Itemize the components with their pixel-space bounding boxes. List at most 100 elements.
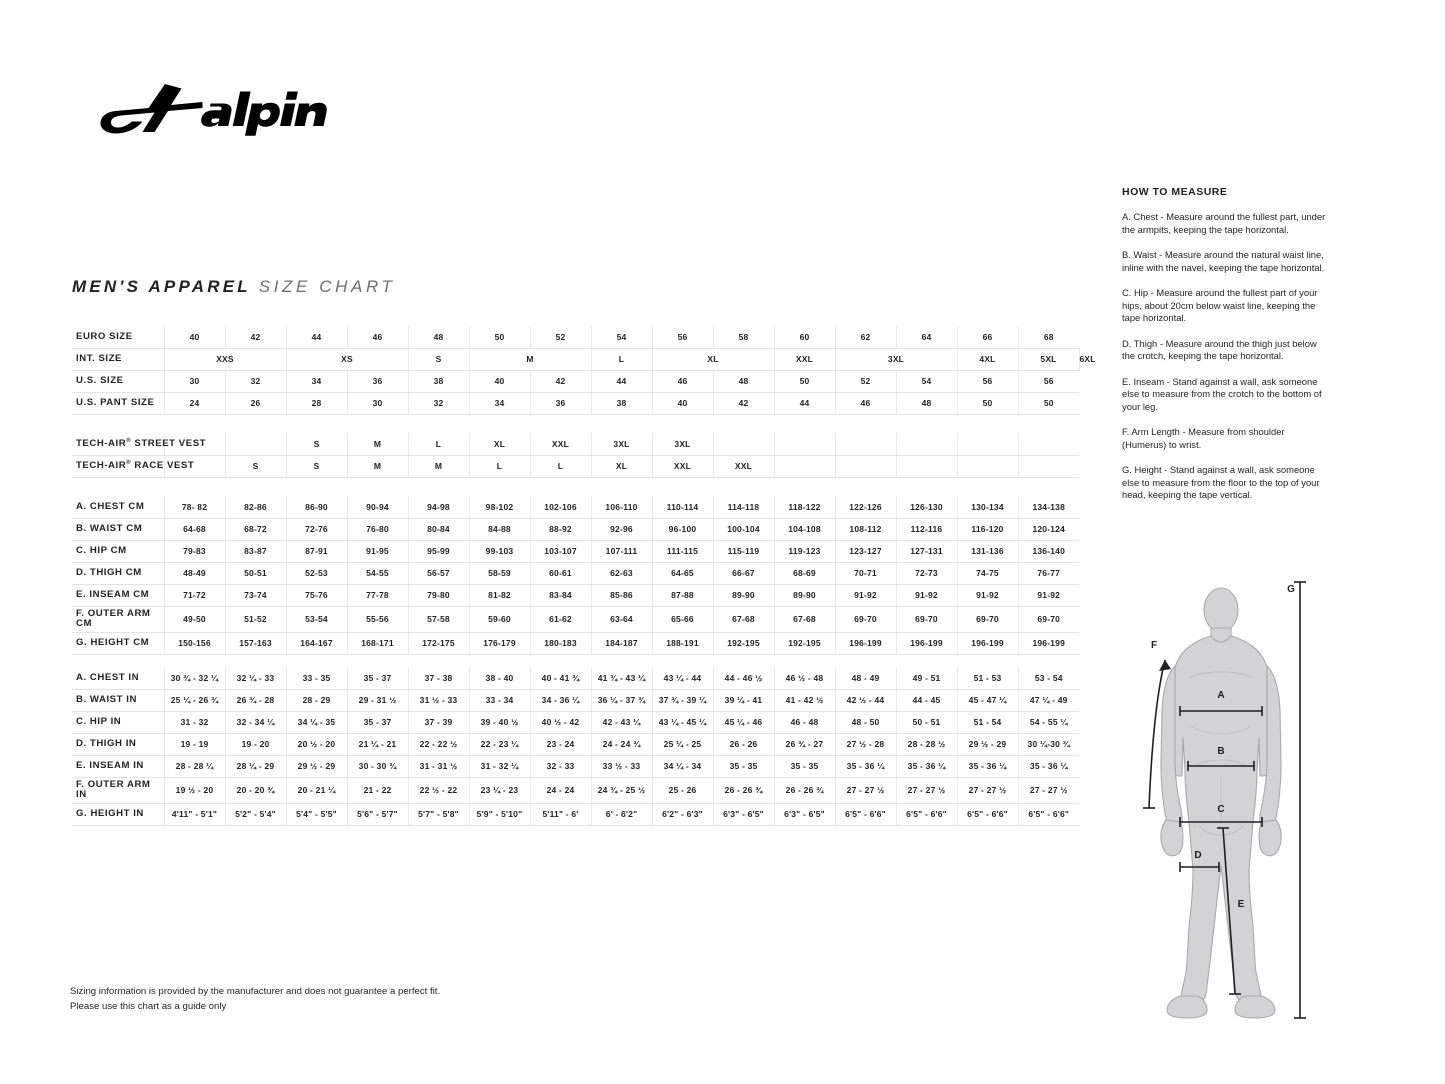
cell-hip_in: 39 - 40 ½ xyxy=(468,711,530,734)
cell-hip_cm: 111-115 xyxy=(651,540,713,563)
cell-int_size: M xyxy=(468,348,591,371)
cell-waist_in: 31 ½ - 33 xyxy=(407,689,469,712)
table-row: B. WAIST IN 25 ¼ - 26 ¾ 26 ¾ - 28 28 - 29 29… xyxy=(72,689,1079,712)
cell-us_size: 46 xyxy=(651,370,713,393)
cell-int_size: XXL xyxy=(773,348,835,371)
cell-us_size: 56 xyxy=(1017,370,1079,393)
cell-waist_in: 37 ¾ - 39 ¼ xyxy=(651,689,713,712)
cell-outer_arm_cm: 69-70 xyxy=(1017,606,1079,633)
cell-outer_arm_cm: 49-50 xyxy=(163,606,225,633)
cell-euro_size: 66 xyxy=(956,326,1018,349)
row-header-outer_arm_cm: F. OUTER ARM CM xyxy=(72,606,164,633)
cell-euro_size: 40 xyxy=(163,326,225,349)
cell-hip_in: 31 - 32 xyxy=(163,711,225,734)
how-to-measure-item: E. Inseam - Stand against a wall, ask so… xyxy=(1122,375,1322,412)
page-title-light: SIZE CHART xyxy=(258,277,396,296)
row-header-waist_cm: B. WAIST CM xyxy=(72,518,164,541)
cell-waist_in: 34 - 36 ¼ xyxy=(529,689,591,712)
cell-euro_size: 58 xyxy=(712,326,774,349)
cell-chest_cm: 102-106 xyxy=(529,496,591,519)
cell-outer_arm_cm: 61-62 xyxy=(529,606,591,633)
cell-waist_cm: 96-100 xyxy=(651,518,713,541)
cell-int_size: 3XL xyxy=(834,348,957,371)
cell-waist_cm: 116-120 xyxy=(956,518,1018,541)
cell-us_pant_size: 30 xyxy=(346,392,408,415)
cell-waist_cm: 92-96 xyxy=(590,518,652,541)
cell-waist_in: 39 ¼ - 41 xyxy=(712,689,774,712)
cell-hip_in: 54 - 55 ¼ xyxy=(1017,711,1079,734)
cell-hip_cm: 79-83 xyxy=(163,540,225,563)
cell-waist_cm: 112-116 xyxy=(895,518,957,541)
cell-thigh_in: 20 ½ - 20 xyxy=(285,733,347,756)
size-chart-table: EURO SIZE 40 42 44 46 48 50 52 54 56 58 60 62 64 66 68 I… xyxy=(72,326,1096,826)
cell-chest_in: 41 ¾ - 43 ¼ xyxy=(590,667,652,690)
cell-height_cm: 192-195 xyxy=(712,632,774,655)
cell-waist_cm: 88-92 xyxy=(529,518,591,541)
cell-techair_race_vest: XL xyxy=(590,455,652,478)
cell-euro_size: 44 xyxy=(285,326,347,349)
cell-outer_arm_cm: 67-68 xyxy=(773,606,835,633)
cell-us_size: 30 xyxy=(163,370,225,393)
cell-chest_in: 30 ¾ - 32 ¼ xyxy=(163,667,225,690)
how-to-measure-item: C. Hip - Measure around the fullest part… xyxy=(1122,287,1318,323)
cell-height_in: 6'5" - 6'6" xyxy=(834,803,896,826)
cell-hip_in: 32 - 34 ¼ xyxy=(224,711,286,734)
cell-techair_street_vest xyxy=(1017,433,1079,456)
figure-label-e: E xyxy=(1238,899,1245,910)
cell-thigh_in: 23 - 24 xyxy=(529,733,591,756)
row-header-hip_in: C. HIP IN xyxy=(72,711,164,734)
cell-us_pant_size: 40 xyxy=(651,392,713,415)
row-header-inseam_in: E. INSEAM IN xyxy=(72,755,164,778)
cell-outer_arm_in: 22 ½ - 22 xyxy=(407,777,469,804)
cell-techair_race_vest xyxy=(956,455,1018,478)
cell-chest_cm: 78- 82 xyxy=(163,496,225,519)
cell-waist_in: 47 ¼ - 49 xyxy=(1017,689,1079,712)
cell-us_size: 52 xyxy=(834,370,896,393)
cell-thigh_in: 29 ½ - 29 xyxy=(956,733,1018,756)
cell-hip_in: 50 - 51 xyxy=(895,711,957,734)
cell-chest_cm: 122-126 xyxy=(834,496,896,519)
cell-height_cm: 196-199 xyxy=(895,632,957,655)
cell-hip_in: 34 ¼ - 35 xyxy=(285,711,347,734)
cell-euro_size: 46 xyxy=(346,326,408,349)
cell-techair_race_vest: M xyxy=(346,455,408,478)
cell-outer_arm_in: 19 ½ - 20 xyxy=(163,777,225,804)
cell-height_in: 5'11" - 6' xyxy=(529,803,591,826)
cell-thigh_cm: 72-73 xyxy=(895,562,957,585)
disclaimer-line-1: Sizing information is provided by the ma… xyxy=(70,986,441,997)
cell-techair_race_vest xyxy=(1017,455,1079,478)
cell-hip_in: 42 - 43 ¼ xyxy=(590,711,652,734)
disclaimer-line-2: Please use this chart as a guide only xyxy=(70,1000,227,1012)
cell-waist_cm: 108-112 xyxy=(834,518,896,541)
cell-inseam_in: 33 ½ - 33 xyxy=(590,755,652,778)
cell-techair_street_vest xyxy=(163,433,225,456)
table-row: C. HIP IN 31 - 32 32 - 34 ¼ 34 ¼ - 35 35 - 3… xyxy=(72,711,1079,734)
row-header-techair_race_vest: TECH-AIR® RACE VEST xyxy=(72,455,194,478)
cell-hip_in: 48 - 50 xyxy=(834,711,896,734)
cell-hip_cm: 83-87 xyxy=(224,540,286,563)
cell-inseam_cm: 71-72 xyxy=(163,584,225,607)
cell-techair_street_vest: XXL xyxy=(529,433,591,456)
figure-label-f: F xyxy=(1151,640,1157,651)
cell-euro_size: 62 xyxy=(834,326,896,349)
table-row: F. OUTER ARM CM 49-50 51-52 53-54 55-56 57-58 5… xyxy=(72,606,1079,633)
cell-waist_cm: 120-124 xyxy=(1017,518,1079,541)
cell-us_pant_size: 38 xyxy=(590,392,652,415)
cell-inseam_cm: 75-76 xyxy=(285,584,347,607)
cell-euro_size: 52 xyxy=(529,326,591,349)
cell-thigh_in: 28 - 28 ½ xyxy=(895,733,957,756)
row-header-hip_cm: C. HIP CM xyxy=(72,540,164,563)
cell-techair_race_vest xyxy=(163,455,225,478)
cell-thigh_in: 21 ¼ - 21 xyxy=(346,733,408,756)
table-row: INT. SIZE XXS XS S M L XL XXL 3XL 4XL 5XL 6XL xyxy=(72,348,1096,371)
cell-chest_in: 43 ¼ - 44 xyxy=(651,667,713,690)
cell-inseam_cm: 79-80 xyxy=(407,584,469,607)
cell-height_in: 6'3" - 6'5" xyxy=(712,803,774,826)
row-header-euro_size: EURO SIZE xyxy=(72,326,164,349)
cell-techair_race_vest: XXL xyxy=(651,455,713,478)
cell-inseam_in: 29 ½ - 29 xyxy=(285,755,347,778)
table-row: TECH-AIR® RACE VEST S S M M L L XL XXL XXL xyxy=(72,455,1079,478)
cell-height_cm: 188-191 xyxy=(651,632,713,655)
cell-us_size: 34 xyxy=(285,370,347,393)
cell-us_pant_size: 36 xyxy=(529,392,591,415)
